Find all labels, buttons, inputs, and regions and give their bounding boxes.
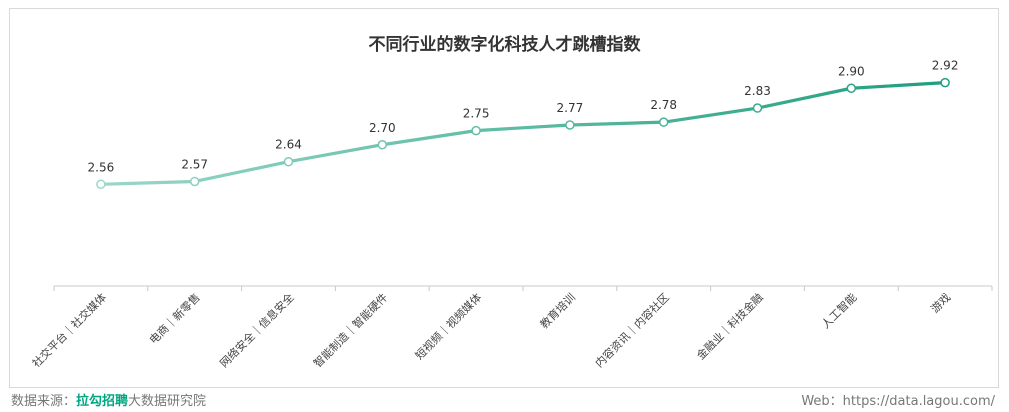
x-tick-label: 教育培训 (537, 290, 578, 331)
chart-frame (9, 8, 999, 388)
x-tick-label: 金融业｜科技金融 (693, 290, 765, 362)
web-url: Web：https://data.lagou.com/ (801, 394, 995, 409)
series-line (99, 80, 947, 186)
data-label: 2.90 (838, 64, 865, 78)
data-point (565, 120, 575, 130)
x-tick-label: 社交平台｜社交媒体 (29, 290, 109, 370)
data-label: 2.83 (744, 84, 771, 98)
data-point (283, 156, 294, 167)
data-label: 2.70 (369, 121, 396, 135)
data-label: 2.78 (650, 98, 677, 112)
source-brand: 拉勾招聘 (76, 394, 129, 409)
source-suffix: 大数据研究院 (128, 394, 207, 409)
data-label: 2.56 (88, 160, 115, 174)
x-tick-label: 电商｜新零售 (146, 290, 203, 347)
data-label: 2.77 (557, 101, 584, 115)
data-label: 2.57 (181, 157, 208, 171)
data-point (940, 77, 950, 88)
x-tick-label: 内容资讯｜内容社区 (592, 290, 672, 370)
data-point (377, 140, 388, 150)
x-tick-label: 智能制造｜智能硬件 (311, 290, 391, 370)
chart-title: 不同行业的数字化科技人才跳槽指数 (368, 35, 641, 55)
data-point (846, 83, 857, 93)
data-point (189, 176, 200, 187)
source-prefix: 数据来源： (11, 394, 77, 409)
data-label: 2.92 (932, 59, 959, 73)
data-point (752, 103, 763, 113)
x-tick-label: 短视频｜视频媒体 (412, 290, 484, 362)
x-tick-label: 网络安全｜信息安全 (217, 290, 297, 370)
data-source: 数据来源：拉勾招聘大数据研究院 (11, 390, 206, 409)
x-tick-label: 人工智能 (818, 290, 859, 331)
data-label: 2.75 (463, 107, 490, 121)
data-label: 2.64 (275, 138, 302, 152)
data-point (96, 179, 106, 190)
data-point (471, 125, 481, 136)
x-tick-label: 游戏 (928, 291, 953, 316)
data-point (658, 117, 669, 127)
